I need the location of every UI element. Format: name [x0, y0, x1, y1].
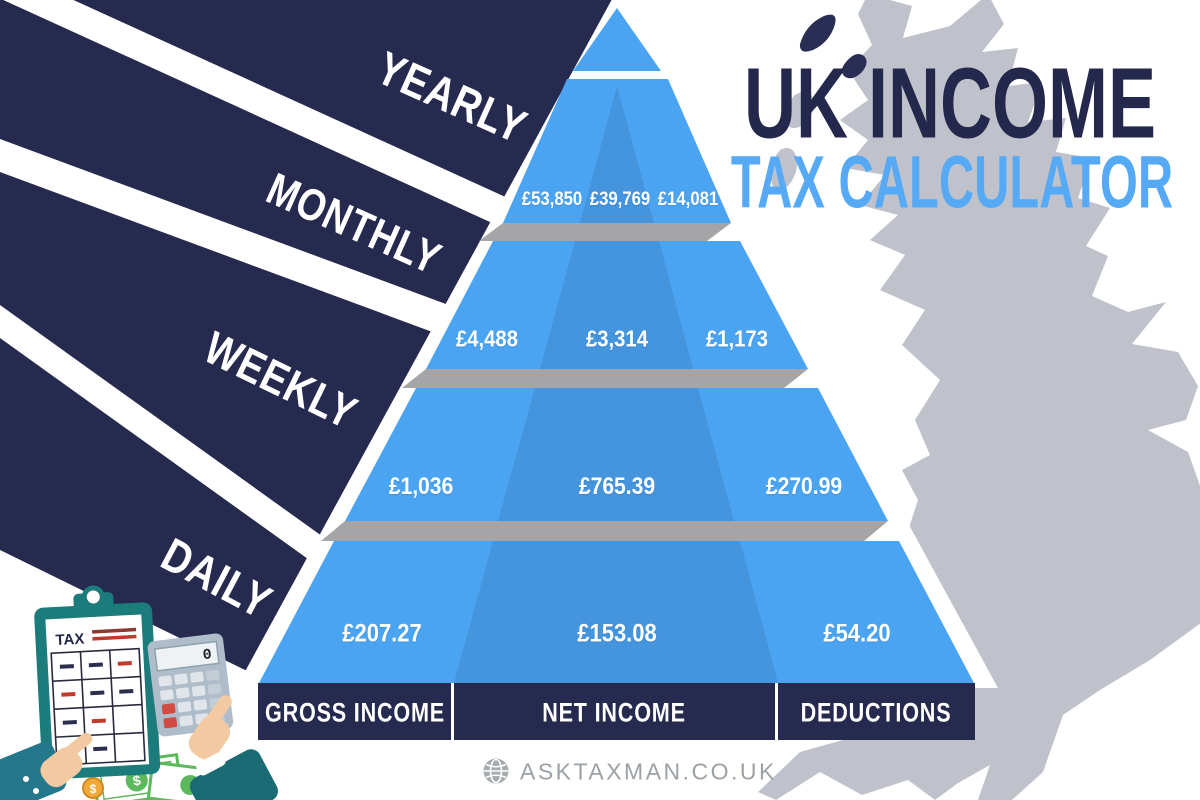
ribbon-monthly	[0, 0, 498, 307]
separator-band-2	[402, 369, 808, 388]
svg-text:$: $	[90, 782, 97, 796]
net-wedge-yearly	[580, 86, 654, 223]
pyramid-cap	[573, 8, 661, 71]
value-monthly-deductions: £1,173	[706, 325, 768, 352]
website-text: ASKTAXMAN.CO.UK	[520, 758, 777, 785]
value-yearly-net: £39,769	[589, 189, 651, 210]
footer-bar-divider-2	[775, 683, 778, 740]
value-daily-deductions: £54.20	[823, 619, 891, 648]
isle-of-man	[904, 274, 920, 290]
ribbon-weekly	[0, 172, 439, 539]
net-wedge-monthly	[540, 241, 693, 369]
tax-illustration: $ $ $ $ TAX	[0, 585, 279, 800]
page-subtitle: TAX CALCULATOR	[730, 140, 1174, 224]
ribbon-daily	[0, 338, 313, 674]
north-island-navy-2	[841, 54, 867, 79]
hebrides-island	[786, 91, 814, 129]
footer-bar-divider-1	[451, 683, 454, 740]
pointing-hand-right	[188, 695, 279, 800]
value-weekly-gross: £1,036	[388, 473, 454, 500]
value-daily-gross: £207.27	[342, 619, 422, 648]
separator-band-3	[321, 521, 888, 541]
svg-text:$: $	[132, 772, 142, 789]
column-label-net: NET INCOME	[542, 697, 686, 728]
page-title: UK INCOME	[744, 47, 1156, 160]
hebrides-island-2	[771, 148, 797, 191]
net-wedge-weekly	[498, 388, 734, 521]
footer-bar	[258, 683, 975, 740]
column-label-gross: GROSS INCOME	[264, 697, 446, 728]
pointing-hand-left	[0, 732, 93, 800]
value-yearly-gross: £53,850	[521, 189, 583, 210]
globe-icon	[483, 758, 509, 784]
column-label-deductions: DEDUCTIONS	[800, 697, 952, 728]
tax-clipboard: TAX	[34, 585, 161, 780]
value-weekly-deductions: £270.99	[765, 473, 843, 500]
value-weekly-net: £765.39	[578, 473, 656, 500]
value-daily-net: £153.08	[577, 619, 657, 648]
tax-table-entries	[59, 661, 134, 752]
north-island-navy	[799, 14, 836, 52]
net-wedge-daily	[454, 541, 778, 683]
value-yearly-deductions: £14,081	[657, 189, 719, 210]
tax-document-label: TAX	[55, 631, 85, 649]
ribbon-yearly	[73, 0, 622, 200]
calculator-display: 0	[202, 646, 213, 664]
value-monthly-net: £3,314	[586, 325, 648, 352]
value-monthly-gross: £4,488	[456, 325, 518, 352]
separator-band-1	[479, 223, 731, 241]
